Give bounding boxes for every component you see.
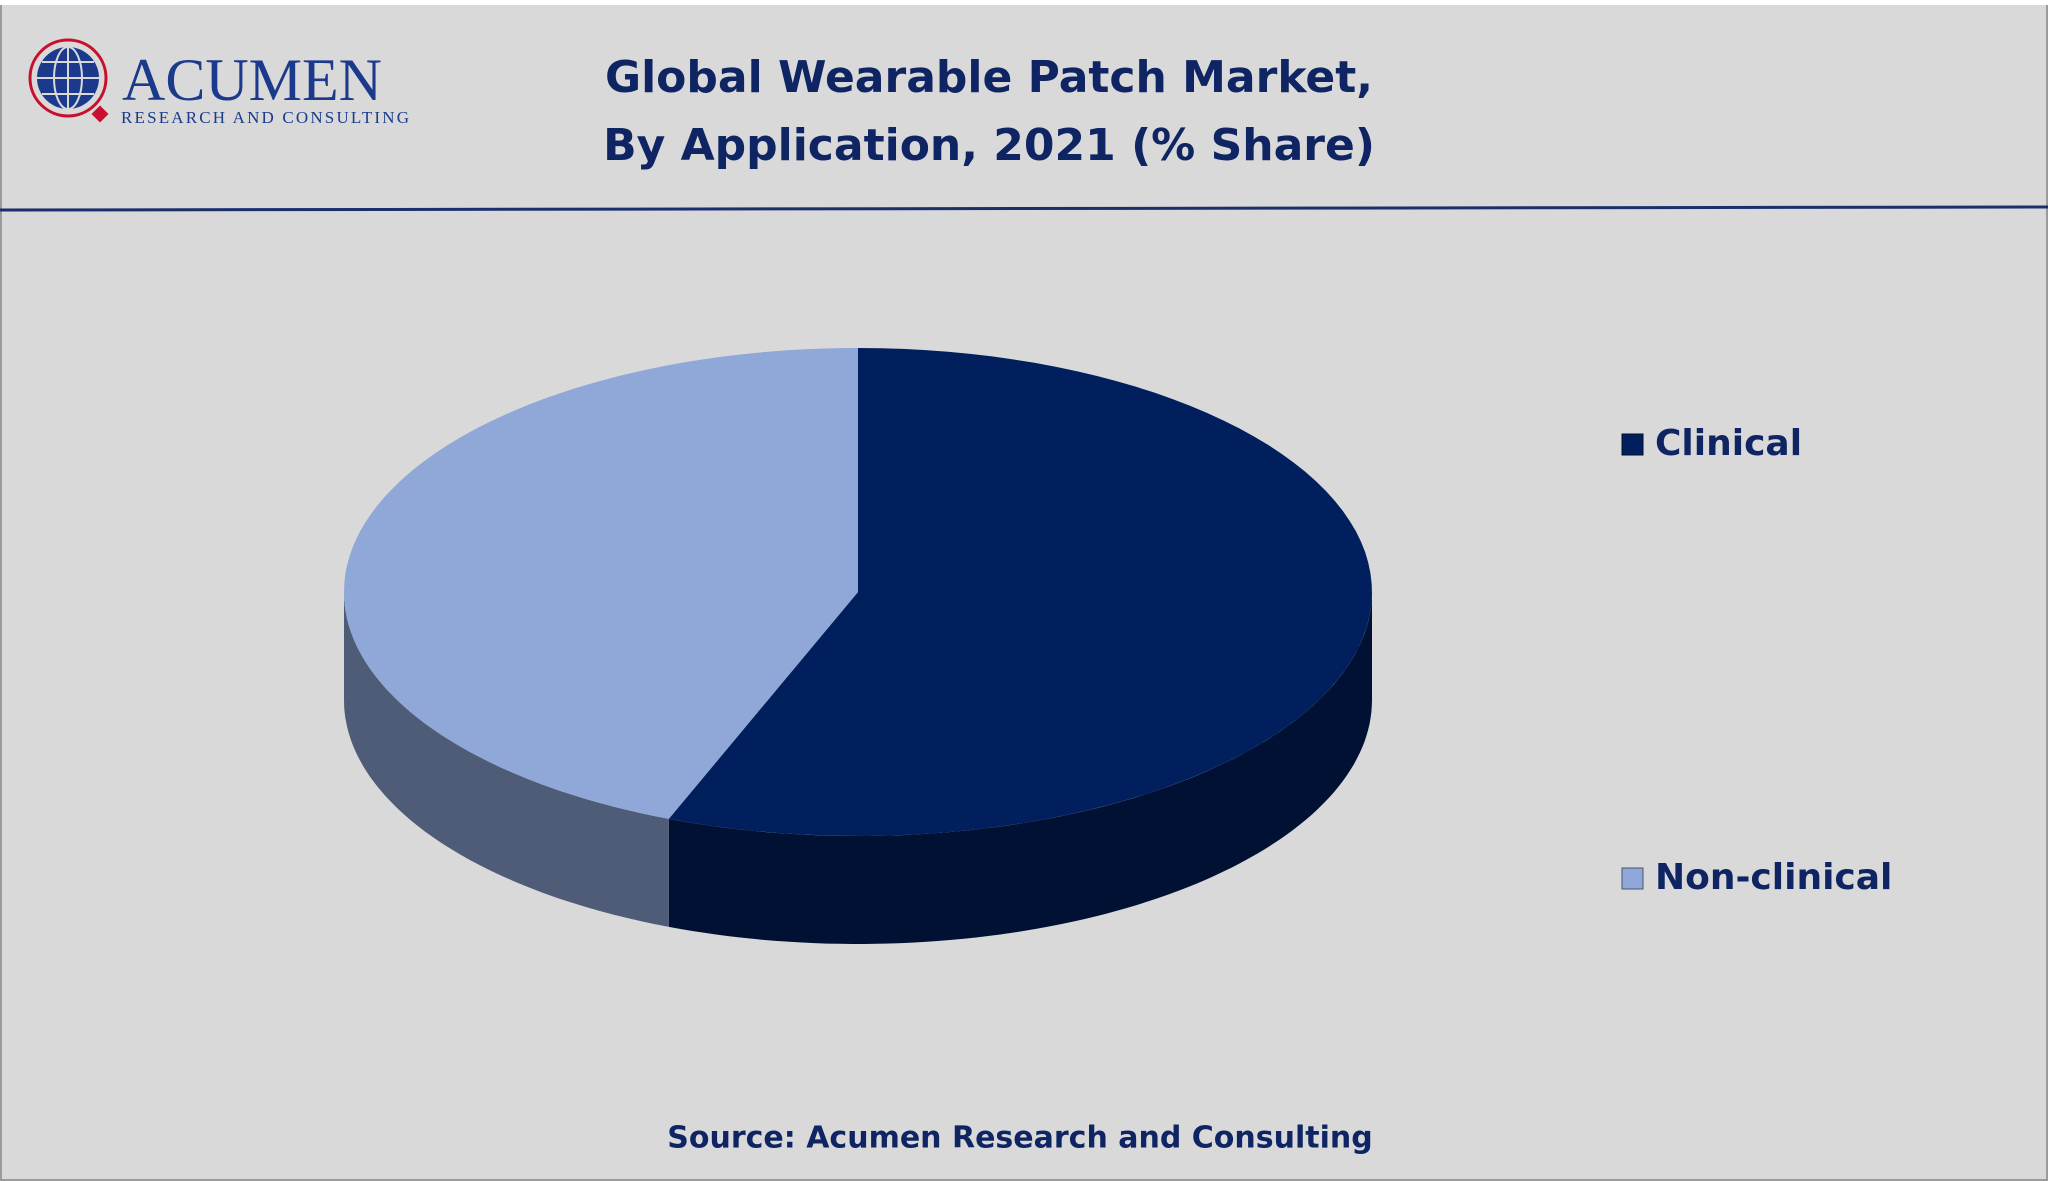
logo-ring [28,38,108,118]
logo-grid [53,46,83,110]
logo-diamond [91,105,109,123]
logo-name: ACUMEN [122,47,382,113]
logo-grid [37,47,99,109]
chart-title: Global Wearable Patch Market, [605,52,1373,103]
header-rule [0,205,2048,212]
pie [344,348,1372,944]
legend-swatch [1621,433,1644,456]
top-border [0,0,2048,5]
pie-slice [668,348,1372,836]
chart-title: By Application, 2021 (% Share) [603,120,1375,171]
legend: Clinical Non-clinical [1621,423,1892,898]
pie-slice-side [668,592,1372,944]
logo: ACUMEN RESEARCH AND CONSULTING [28,38,409,127]
source-note: Source: Acumen Research and Consulting [667,1121,1372,1156]
legend-label: Clinical [1655,423,1802,464]
pie-slice-side [344,592,669,927]
logo-tagline: RESEARCH AND CONSULTING [121,108,409,127]
legend-label: Non-clinical [1655,857,1892,898]
legend-swatch [1621,867,1644,890]
pie-slice [344,348,859,819]
